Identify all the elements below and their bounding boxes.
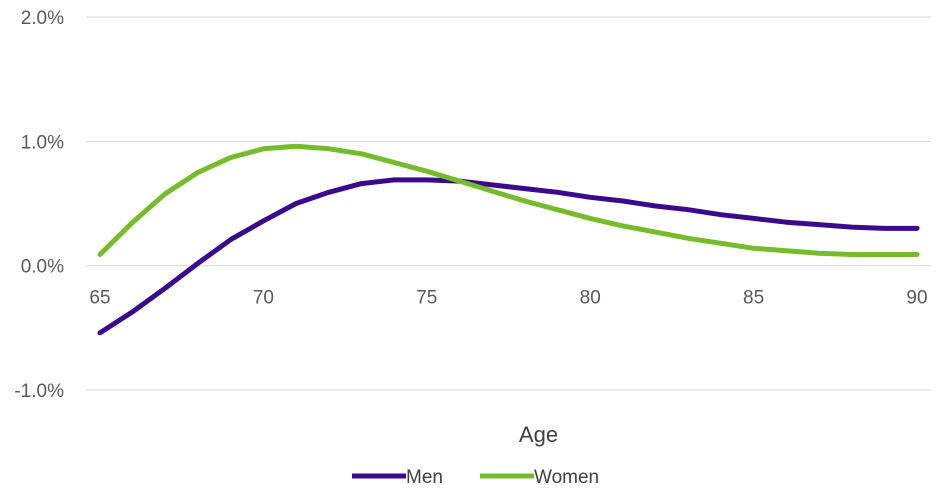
x-tick-label: 85: [743, 288, 764, 309]
y-tick-label: -1.0%: [14, 381, 64, 402]
legend: Men Women: [352, 467, 599, 488]
x-tick-label: 90: [906, 288, 927, 309]
series-lines: [97, 143, 920, 336]
y-tick-label: 1.0%: [21, 132, 64, 153]
gridlines: [86, 16, 931, 391]
legend-label-men: Men: [406, 467, 443, 488]
x-axis-tick-labels: 65 70 75 80 85 90: [89, 288, 927, 309]
x-tick-label: 80: [580, 288, 601, 309]
y-axis-tick-labels: -1.0% 0.0% 1.0% 2.0%: [14, 8, 64, 402]
x-tick-label: 75: [416, 288, 437, 309]
x-axis-title: Age: [519, 422, 558, 447]
x-tick-label: 65: [89, 288, 110, 309]
x-tick-label: 70: [253, 288, 274, 309]
series-line-women: [97, 143, 920, 257]
y-tick-label: 2.0%: [21, 8, 64, 29]
legend-label-women: Women: [534, 467, 599, 488]
series-line-men: [97, 177, 920, 336]
y-tick-label: 0.0%: [21, 257, 64, 278]
